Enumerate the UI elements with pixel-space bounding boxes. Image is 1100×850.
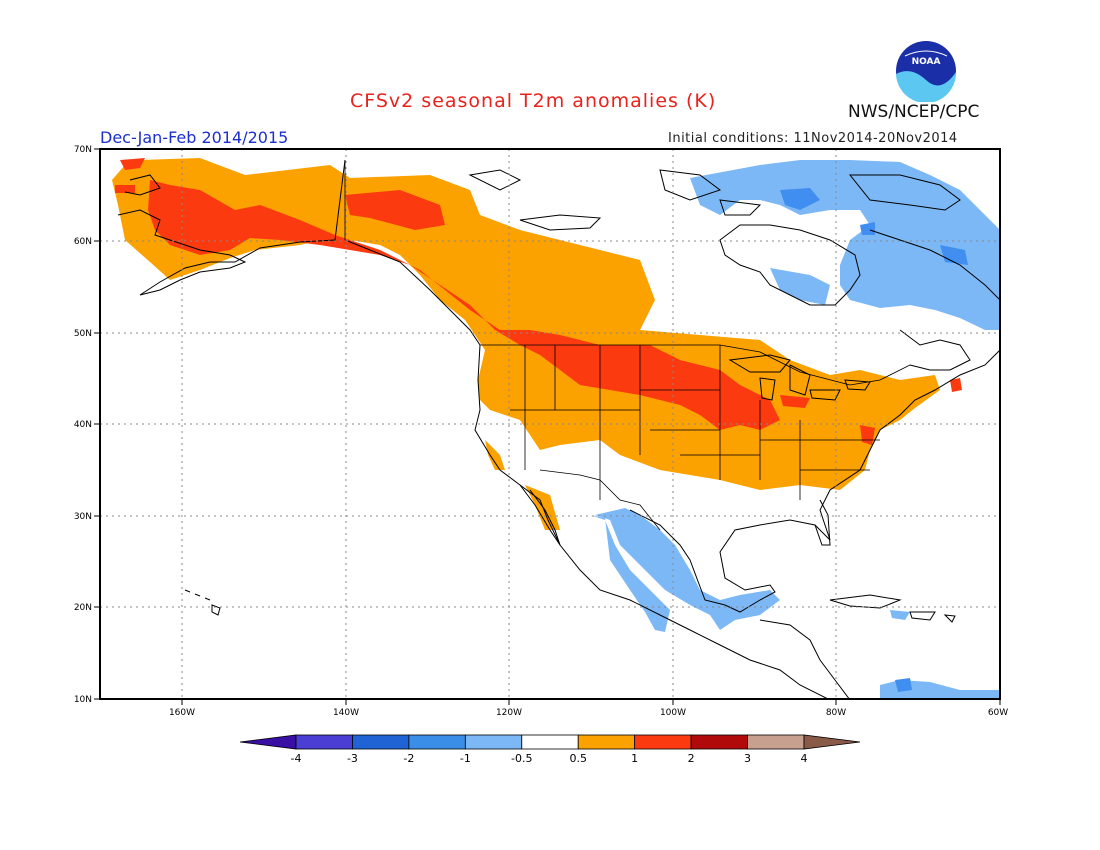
colorbar-segment bbox=[577, 734, 636, 750]
colorbar-tick-label: 4 bbox=[801, 752, 808, 765]
anomaly-cool-2 bbox=[780, 188, 968, 692]
noaa-logo: NOAA bbox=[896, 41, 957, 102]
colorbar-segment bbox=[690, 734, 748, 750]
agency-label: NWS/NCEP/CPC bbox=[848, 102, 980, 122]
lat-label: 50N bbox=[74, 329, 92, 339]
lat-label: 60N bbox=[74, 237, 92, 247]
colorbar-tick-label: -4 bbox=[291, 752, 302, 765]
colorbar-segment bbox=[634, 734, 692, 750]
graticule bbox=[100, 149, 1000, 699]
colorbar-segment bbox=[747, 734, 805, 750]
political-borders bbox=[344, 160, 911, 531]
lat-label: 20N bbox=[74, 603, 92, 613]
initial-conditions-label: Initial conditions: 11Nov2014-20Nov2014 bbox=[668, 131, 958, 146]
map-title: CFSv2 seasonal T2m anomalies (K) bbox=[350, 90, 717, 112]
colorbar-tick-label: -2 bbox=[403, 752, 414, 765]
lon-label: 120W bbox=[496, 708, 522, 718]
colorbar-tick-label: -1 bbox=[460, 752, 471, 765]
colorbar-tick-label: 1 bbox=[631, 752, 638, 765]
colorbar-tick-label: 3 bbox=[744, 752, 751, 765]
anomaly-warm-2 bbox=[115, 158, 962, 445]
colorbar-tick-label: 2 bbox=[688, 752, 695, 765]
lon-label: 140W bbox=[333, 708, 359, 718]
colorbar-tick-label: -3 bbox=[347, 752, 358, 765]
colorbar-tick-label: 0.5 bbox=[569, 752, 587, 765]
colorbar-segment bbox=[352, 734, 410, 750]
lat-label: 10N bbox=[74, 695, 92, 705]
colorbar-labels: -4 -3 -2 -1 -0.5 0.5 1 2 3 4 bbox=[291, 752, 808, 765]
season-label: Dec-Jan-Feb 2014/2015 bbox=[100, 128, 289, 147]
coastlines bbox=[117, 159, 1000, 699]
colorbar-segment bbox=[464, 734, 523, 750]
colorbar-segment bbox=[295, 734, 353, 750]
colorbar-tick-label: -0.5 bbox=[511, 752, 532, 765]
lon-label: 100W bbox=[660, 708, 686, 718]
colorbar bbox=[239, 734, 861, 750]
colorbar-segment bbox=[239, 734, 297, 750]
lat-label: 40N bbox=[74, 420, 92, 430]
colorbar-segment bbox=[408, 734, 466, 750]
logo-text: NOAA bbox=[912, 57, 941, 67]
lat-label: 30N bbox=[74, 512, 92, 522]
colorbar-segment bbox=[521, 734, 579, 750]
lon-label: 80W bbox=[826, 708, 846, 718]
lon-label: 60W bbox=[988, 708, 1008, 718]
lon-label: 160W bbox=[169, 708, 195, 718]
lat-label: 70N bbox=[74, 145, 92, 155]
colorbar-segment bbox=[803, 734, 861, 750]
